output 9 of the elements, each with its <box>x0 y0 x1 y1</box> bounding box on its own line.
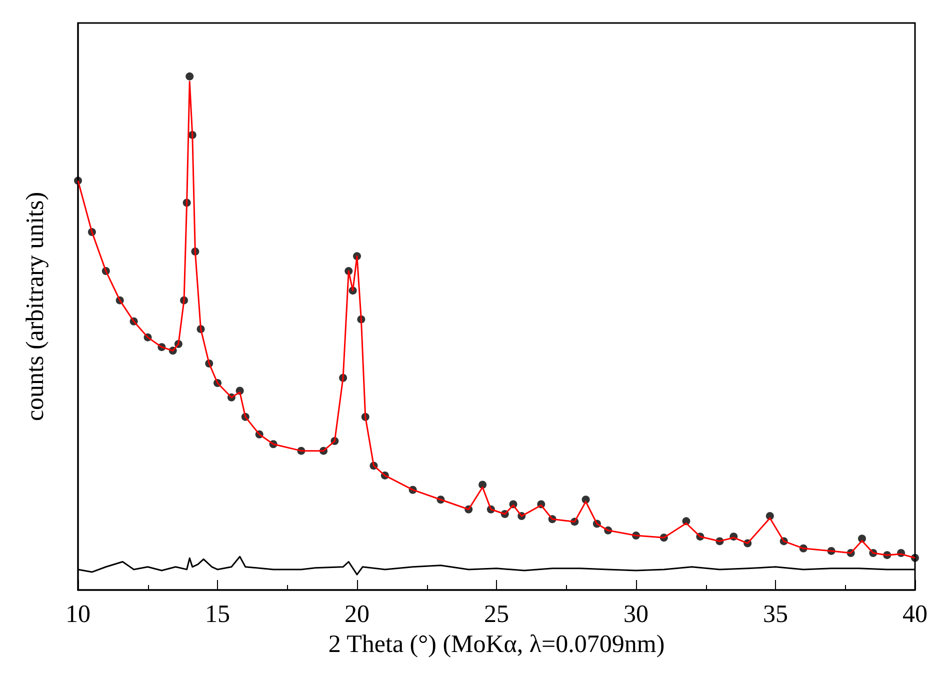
x-tick-label: 30 <box>624 601 648 628</box>
x-tick-label: 35 <box>763 601 788 628</box>
x-tick-label: 40 <box>902 601 928 628</box>
x-tick-label: 10 <box>66 601 90 628</box>
x-axis-title: 2 Theta (°) (MoKα, λ=0.0709nm) <box>328 631 665 658</box>
x-tick-label: 15 <box>205 601 230 628</box>
x-tick-label: 20 <box>344 601 370 628</box>
y-axis-title: counts (arbitrary units) <box>22 192 49 422</box>
x-tick-label: 25 <box>484 601 509 628</box>
